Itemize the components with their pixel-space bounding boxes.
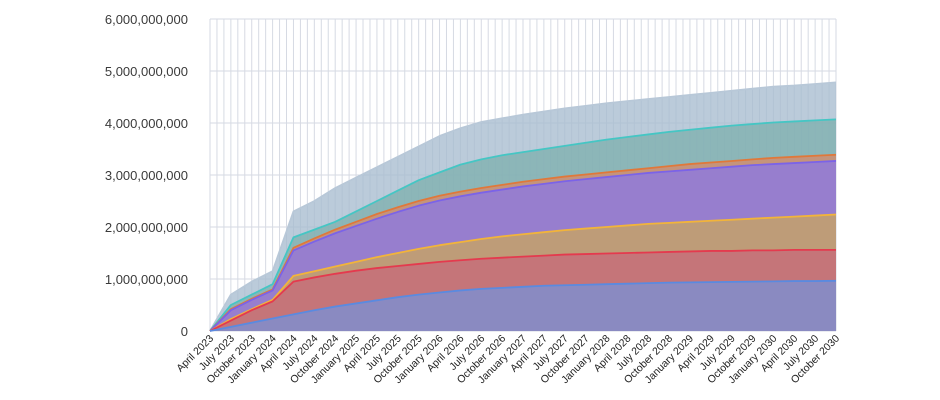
series-5-line xyxy=(209,213,837,332)
y-axis-ticks: 0 1,000,000,000 2,000,000,000 3,000,000,000… xyxy=(105,12,188,339)
series-1-line xyxy=(209,81,837,332)
y-tick-label: 1,000,000,000 xyxy=(105,272,188,287)
series-3-line xyxy=(209,153,837,332)
y-tick-label: 2,000,000,000 xyxy=(105,220,188,235)
series-6-line xyxy=(209,248,836,332)
y-tick-label: 3,000,000,000 xyxy=(105,168,188,183)
series-7-area xyxy=(210,280,836,331)
series-2-line xyxy=(209,118,837,332)
y-tick-label: 0 xyxy=(181,324,188,339)
y-tick-label: 6,000,000,000 xyxy=(105,12,188,27)
series-7-line xyxy=(209,279,837,332)
y-tick-label: 4,000,000,000 xyxy=(105,116,188,131)
y-tick-label: 5,000,000,000 xyxy=(105,64,188,79)
series-areas xyxy=(210,82,836,331)
series-4-line xyxy=(209,160,837,332)
series-lines xyxy=(209,81,837,332)
